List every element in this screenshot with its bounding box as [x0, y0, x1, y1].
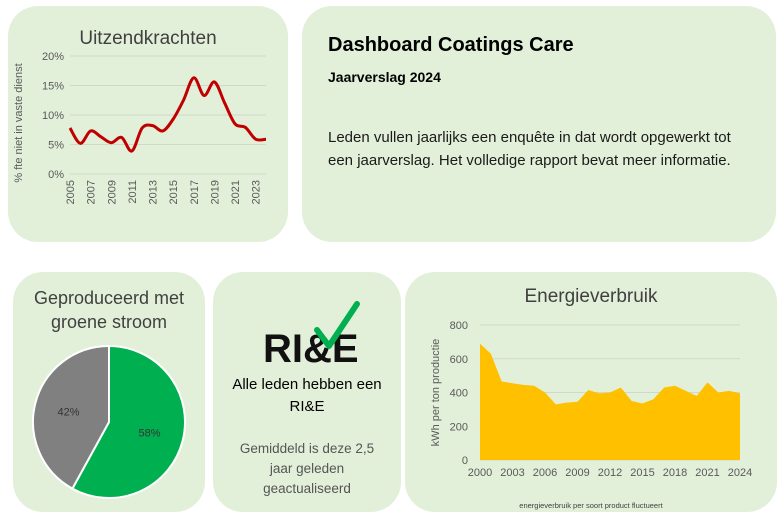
x-tick-label: 2015: [168, 180, 180, 204]
check-icon: [314, 301, 360, 349]
dashboard-description: Leden vullen jaarlijks een enquête in da…: [328, 129, 731, 169]
uitzendkrachten-title: Uitzendkrachten: [79, 28, 217, 49]
series-area: [480, 343, 740, 460]
x-tick-label: 2013: [148, 180, 160, 204]
y-tick-label: 20%: [42, 51, 64, 63]
x-tick-label: 2012: [598, 467, 622, 479]
rie-logo: RI&E: [263, 301, 360, 371]
uitzendkrachten-card: Uitzendkrachten 0% 5% 10% 15% 20% 2005 2007 200…: [8, 6, 288, 242]
dashboard-title: Dashboard Coatings Care: [328, 34, 574, 56]
uitzendkrachten-chart: 0% 5% 10% 15% 20% 2005 2007 2009 2011 2013 2015 201…: [13, 51, 267, 204]
x-tick-label: 2005: [65, 180, 77, 204]
x-tick-label: 2024: [728, 467, 752, 479]
y-tick-label: 5%: [48, 140, 64, 152]
groene-stroom-title: Geproduceerd met groene stroom: [33, 288, 185, 332]
y-axis-label: % fte niet in vaste dienst: [13, 63, 25, 182]
energieverbruik-card: Energieverbruik 0 200 400 600 800 2000 2003 200…: [405, 272, 777, 512]
x-tick-label: 2009: [106, 180, 118, 204]
y-tick-label: 800: [450, 320, 468, 332]
series-line: [68, 76, 267, 153]
x-tick-label: 2023: [251, 180, 263, 204]
y-tick-label: 600: [450, 354, 468, 366]
pie-slice-label: 42%: [57, 407, 79, 419]
x-tick-label: 2007: [86, 180, 98, 204]
dashboard-subtitle: Jaarverslag 2024: [328, 69, 441, 85]
y-axis-label: kWh per ton productie: [430, 339, 442, 447]
groene-stroom-pie: 58% 42%: [32, 344, 186, 499]
dashboard-title-card: Dashboard Coatings Care Jaarverslag 2024…: [302, 6, 776, 242]
x-tick-label: 2003: [500, 467, 524, 479]
energieverbruik-chart: 0 200 400 600 800 2000 2003 2006 2009 2012 2015 201…: [430, 320, 752, 479]
pie-slice: [71, 344, 186, 499]
x-tick-label: 2019: [209, 180, 221, 204]
x-tick-label: 2015: [630, 467, 654, 479]
pie-slice: [32, 344, 110, 490]
energieverbruik-footnote: energieverbruik per soort product fluctu…: [519, 501, 663, 510]
x-tick-label: 2017: [189, 180, 201, 204]
y-tick-label: 0%: [48, 169, 64, 181]
x-tick-label: 2009: [565, 467, 589, 479]
y-tick-label: 400: [450, 388, 468, 400]
y-tick-label: 0: [462, 455, 468, 467]
y-tick-label: 10%: [42, 110, 64, 122]
rie-sub-text: Gemiddeld is deze 2,5 jaar geleden geact…: [239, 441, 375, 496]
x-tick-label: 2018: [663, 467, 687, 479]
rie-logo-text: RI&E: [263, 327, 359, 371]
x-tick-label: 2021: [230, 180, 242, 204]
rie-card: RI&E Alle leden hebben een RI&E Gemiddel…: [213, 272, 401, 512]
x-tick-label: 2000: [468, 467, 492, 479]
energieverbruik-title: Energieverbruik: [524, 286, 658, 307]
y-tick-label: 15%: [42, 81, 64, 93]
rie-main-text: Alle leden hebben een RI&E: [232, 376, 382, 415]
y-tick-label: 200: [450, 421, 468, 433]
x-tick-label: 2021: [695, 467, 719, 479]
x-tick-label: 2006: [533, 467, 557, 479]
x-tick-label: 2011: [127, 180, 139, 204]
pie-slice-label: 58%: [138, 427, 160, 439]
groene-stroom-card: Geproduceerd met groene stroom 58% 42%: [13, 272, 205, 512]
